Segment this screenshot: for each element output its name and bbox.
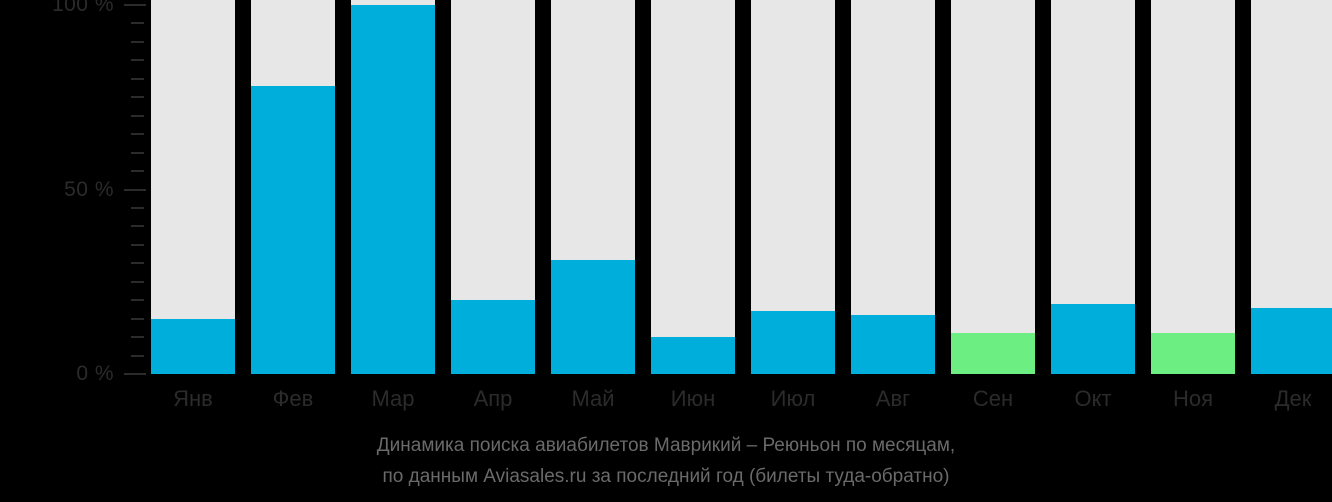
bar-column[interactable] (351, 0, 435, 374)
bar-column[interactable] (251, 0, 335, 374)
bar-fill (551, 259, 635, 374)
chart-caption: Динамика поиска авиабилетов Маврикий – Р… (0, 430, 1332, 492)
x-axis-label-10: Ноя (1172, 386, 1214, 411)
bar-fill (951, 333, 1035, 374)
bar-track (1151, 0, 1235, 374)
y-axis-minor-tick (131, 133, 144, 136)
bar-fill (851, 314, 935, 374)
y-axis-minor-tick (131, 225, 144, 228)
bar-column[interactable] (651, 0, 735, 374)
plot-area: 0 % 50 % 100 % Янв Фев Мар Апр Май Июн Июл Авг Сен… (0, 0, 1332, 420)
bar-series: Янв Фев Мар Апр Май Июн Июл Авг Сен Окт Ноя Дек (146, 0, 1332, 420)
bar-fill (751, 311, 835, 374)
x-axis-label-6: Июл (770, 386, 816, 411)
y-axis-major-tick (124, 373, 146, 375)
y-axis-major-tick (124, 4, 146, 6)
y-axis-minor-tick (131, 170, 144, 173)
y-axis-minor-tick (131, 317, 144, 320)
y-axis-minor-tick (131, 114, 144, 117)
y-axis-minor-tick (131, 22, 144, 25)
x-axis-label-5: Июн (670, 386, 716, 411)
y-axis-minor-tick (131, 243, 144, 246)
bar-fill (351, 5, 435, 374)
caption-line-1: Динамика поиска авиабилетов Маврикий – Р… (376, 435, 956, 456)
y-axis-minor-tick (131, 96, 144, 99)
y-axis-label: 0 % (76, 362, 114, 385)
y-axis-minor-tick (131, 77, 144, 80)
bar-track (151, 0, 235, 374)
bar-track (951, 0, 1035, 374)
bar-column[interactable] (551, 0, 635, 374)
y-axis-minor-tick (131, 59, 144, 62)
bar-fill (1251, 307, 1332, 374)
bar-column[interactable] (751, 0, 835, 374)
y-axis-minor-tick (131, 262, 144, 265)
bar-fill (1151, 333, 1235, 374)
bar-column[interactable] (951, 0, 1035, 374)
x-axis-label-11: Дек (1274, 386, 1312, 411)
y-axis-minor-tick (131, 280, 144, 283)
bar-fill (151, 318, 235, 374)
y-axis-minor-tick (131, 354, 144, 357)
y-axis-minor-tick (131, 299, 144, 302)
bar-column[interactable] (1151, 0, 1235, 374)
x-axis-label-2: Мар (371, 386, 415, 411)
x-axis-label-4: Май (571, 386, 615, 411)
bar-column[interactable] (1051, 0, 1135, 374)
y-axis-minor-tick (131, 336, 144, 339)
y-axis-major-tick (124, 188, 146, 191)
x-axis-label-0: Янв (173, 386, 213, 411)
x-axis-label-9: Окт (1074, 386, 1112, 411)
bar-fill (451, 300, 535, 374)
bar-fill (251, 86, 335, 374)
y-axis: 0 % 50 % 100 % (0, 0, 146, 420)
bar-fill (651, 337, 735, 374)
caption-line-2: по данным Aviasales.ru за последний год … (382, 466, 950, 487)
bar-column[interactable] (851, 0, 935, 374)
y-axis-minor-tick (131, 151, 144, 154)
y-axis-minor-tick (131, 206, 144, 209)
x-axis-label-3: Апр (473, 386, 513, 411)
bar-track (851, 0, 935, 374)
x-axis-label-7: Авг (875, 386, 911, 411)
bar-track (651, 0, 735, 374)
bar-column[interactable] (451, 0, 535, 374)
bar-column[interactable] (151, 0, 235, 374)
y-axis-label: 100 % (51, 0, 114, 16)
y-axis-label: 50 % (64, 177, 114, 201)
bar-column[interactable] (1251, 0, 1332, 374)
x-axis-label-8: Сен (972, 386, 1014, 411)
y-axis-minor-tick (131, 40, 144, 43)
bar-fill (1051, 303, 1135, 374)
x-axis-label-1: Фев (272, 386, 314, 411)
